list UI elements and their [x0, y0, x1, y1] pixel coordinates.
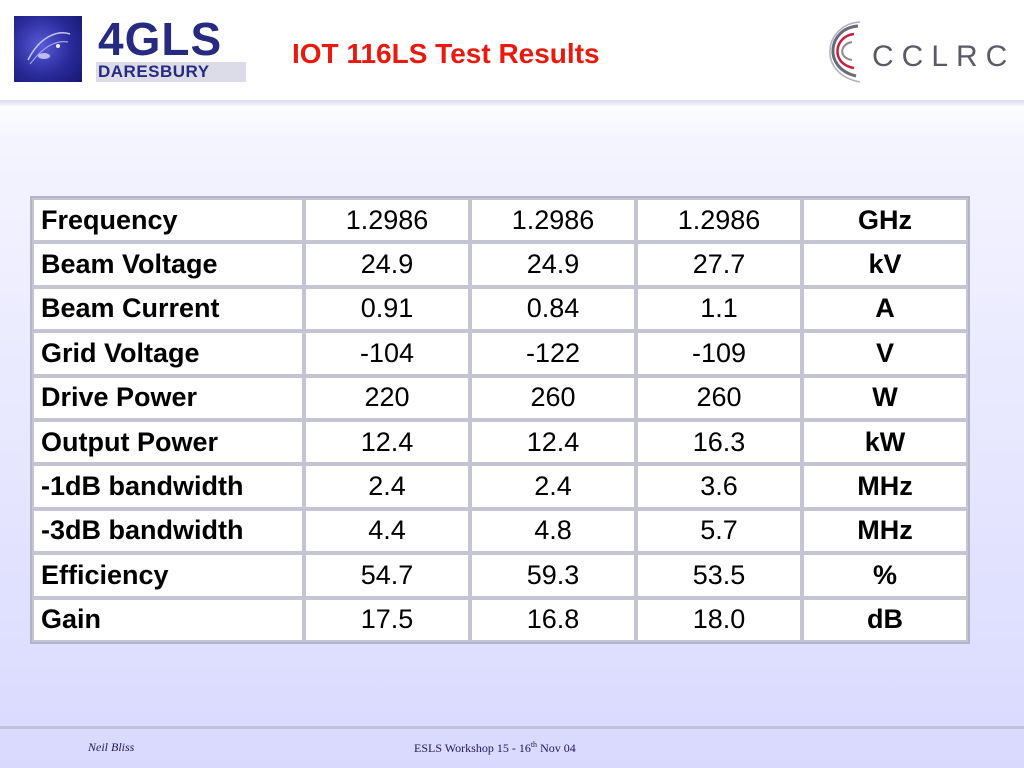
row-label: Drive Power	[32, 375, 304, 420]
test-results-table: Frequency 1.2986 1.2986 1.2986 GHz Beam Volta…	[30, 196, 970, 644]
row-unit: MHz	[802, 508, 968, 554]
footer-event-suffix: Nov 04	[537, 741, 576, 755]
page-title: IOT 116LS Test Results	[292, 38, 600, 69]
row-value-3: 1.2986	[636, 198, 802, 243]
footer-divider	[0, 726, 1024, 729]
row-value-2: 1.2986	[470, 198, 636, 243]
row-label: Beam Voltage	[32, 242, 304, 287]
row-value-1: 220	[304, 375, 470, 420]
row-value-3: 27.7	[636, 242, 802, 287]
row-value-1: 17.5	[304, 597, 470, 642]
row-value-1: 1.2986	[304, 198, 470, 243]
row-label: -1dB bandwidth	[32, 464, 304, 509]
row-value-3: 260	[636, 375, 802, 420]
footer-event-prefix: ESLS Workshop 15 - 16	[414, 741, 531, 755]
table-row: Drive Power 220 260 260 W	[32, 375, 968, 420]
table-row: Efficiency 54.7 59.3 53.5%	[32, 553, 968, 598]
row-label: Beam Current	[32, 286, 304, 332]
row-value-2: -122	[470, 331, 636, 376]
footer-author: Neil Bliss	[88, 740, 135, 754]
row-value-1: -104	[304, 331, 470, 376]
table-row: Beam Voltage 24.9 24.9 27.7 kV	[32, 242, 968, 287]
row-unit: W	[802, 375, 968, 420]
row-unit: %	[802, 553, 968, 598]
row-value-2: 59.3	[470, 553, 636, 598]
row-value-2: 2.4	[470, 464, 636, 509]
row-value-2: 260	[470, 375, 636, 420]
row-unit: dB	[802, 597, 968, 642]
row-value-2: 16.8	[470, 597, 636, 642]
cclrc-logo-text: CCLRC	[872, 40, 1016, 73]
row-label: Grid Voltage	[32, 331, 304, 376]
daresbury-logo-text: DARESBURY	[96, 62, 246, 82]
footer-event-sup: th	[530, 740, 538, 749]
row-unit: V	[802, 331, 968, 376]
cclrc-swirl-icon	[829, 21, 861, 83]
row-value-2: 0.84	[470, 286, 636, 332]
row-unit: kW	[802, 419, 968, 465]
row-value-1: 24.9	[304, 242, 470, 287]
table-row: Beam Current 0.91 0.84 1.1 A	[32, 286, 968, 332]
row-value-3: 1.1	[636, 286, 802, 332]
row-value-1: 0.91	[304, 286, 470, 332]
cclrc-logo: CCLRC	[818, 12, 1007, 88]
row-label: Efficiency	[32, 553, 304, 598]
row-unit: kV	[802, 242, 968, 287]
row-unit: GHz	[802, 198, 968, 243]
table-row: Frequency 1.2986 1.2986 1.2986 GHz	[32, 198, 968, 243]
row-value-3: 16.3	[636, 419, 802, 465]
row-value-1: 12.4	[304, 419, 470, 465]
row-label: Frequency	[32, 198, 304, 243]
row-unit: A	[802, 286, 968, 332]
row-value-3: 3.6	[636, 464, 802, 509]
4gls-emblem-icon	[14, 16, 82, 82]
row-value-2: 4.8	[470, 508, 636, 554]
header-divider	[0, 100, 1024, 106]
row-value-1: 54.7	[304, 553, 470, 598]
table-row: Gain 17.5 16.8 18.0 dB	[32, 597, 968, 642]
row-value-3: 5.7	[636, 508, 802, 554]
table-row: -1dB bandwidth 2.4 2.4 3.6 MHz	[32, 464, 968, 509]
4gls-daresbury-logo: 4GLS DARESBURY	[14, 13, 246, 82]
row-label: Output Power	[32, 419, 304, 465]
table-row: Output Power 12.4 12.4 16.3 kW	[32, 419, 968, 465]
row-value-3: 53.5	[636, 553, 802, 598]
row-value-1: 2.4	[304, 464, 470, 509]
table-row: -3dB bandwidth 4.4 4.8 5.7 MHz	[32, 508, 968, 554]
row-label: -3dB bandwidth	[32, 508, 304, 554]
row-unit: MHz	[802, 464, 968, 509]
table-row: Grid Voltage -104 -122 -109 V	[32, 331, 968, 376]
row-value-2: 12.4	[470, 419, 636, 465]
row-value-3: -109	[636, 331, 802, 376]
footer-event: ESLS Workshop 15 - 16th Nov 04	[414, 740, 576, 756]
row-value-1: 4.4	[304, 508, 470, 554]
4gls-logo-text: 4GLS	[98, 13, 223, 65]
row-value-2: 24.9	[470, 242, 636, 287]
row-value-3: 18.0	[636, 597, 802, 642]
row-label: Gain	[32, 597, 304, 642]
